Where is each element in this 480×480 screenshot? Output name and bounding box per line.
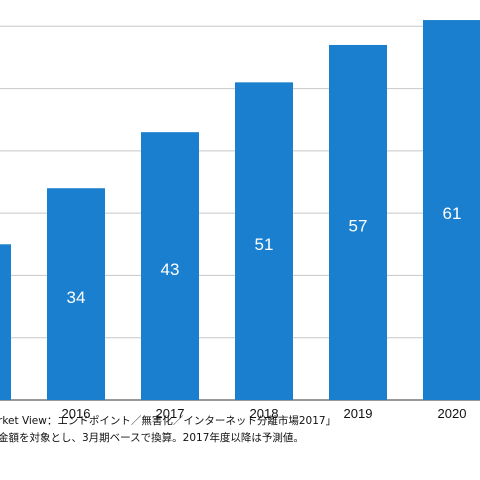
bar	[141, 132, 199, 400]
bar	[47, 188, 105, 400]
bar	[423, 20, 480, 401]
x-tick-label: 2018	[250, 406, 279, 421]
x-tick-label: 2016	[62, 406, 91, 421]
source-note-line-1: rket View：エンドポイント／無害化／インターネット分離市場2017」	[0, 415, 337, 427]
bar-value-label: 51	[255, 235, 274, 254]
bar-value-label: 34	[67, 288, 86, 307]
bar-value-label: 57	[349, 216, 368, 235]
bar	[0, 244, 11, 400]
bar	[329, 44, 387, 400]
x-tick-label: 2019	[344, 406, 373, 421]
x-tick-label: 2020	[438, 406, 467, 421]
bar-value-label: 61	[443, 204, 462, 223]
source-note-line-2: 金額を対象とし、3月期ベースで換算。2017年度以降は予測値。	[0, 432, 304, 444]
bar	[235, 82, 293, 400]
x-tick-label: 2017	[156, 406, 185, 421]
bar-value-label: 43	[161, 260, 180, 279]
